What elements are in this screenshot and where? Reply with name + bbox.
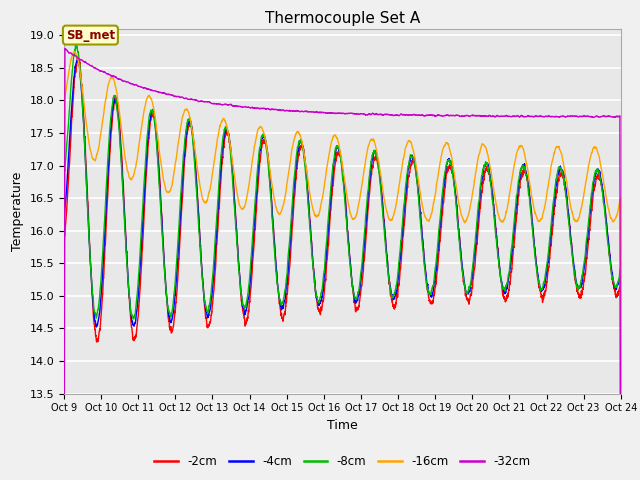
Legend: -2cm, -4cm, -8cm, -16cm, -32cm: -2cm, -4cm, -8cm, -16cm, -32cm <box>150 451 535 473</box>
Title: Thermocouple Set A: Thermocouple Set A <box>265 11 420 26</box>
X-axis label: Time: Time <box>327 419 358 432</box>
Y-axis label: Temperature: Temperature <box>11 171 24 251</box>
Text: SB_met: SB_met <box>66 29 115 42</box>
